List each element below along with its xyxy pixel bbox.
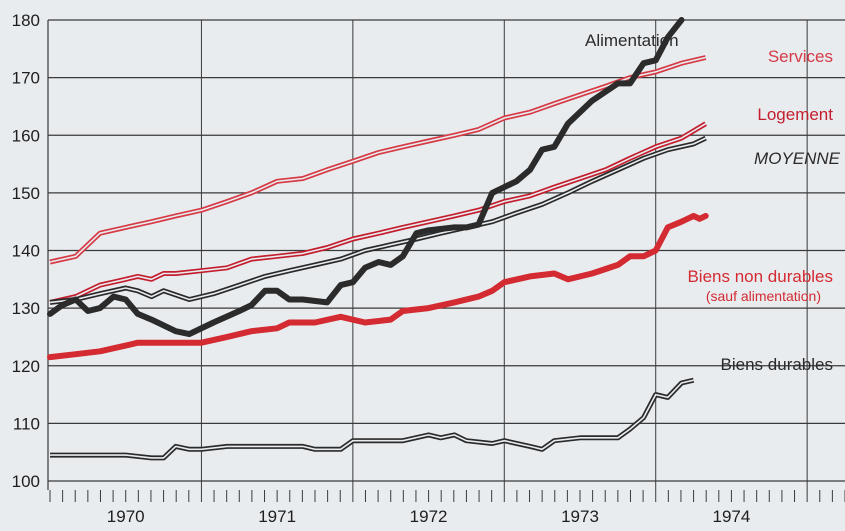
y-tick-label: 180 — [12, 11, 40, 30]
series-line-durables-inner — [50, 379, 694, 459]
series-line-nondurables — [47, 212, 709, 361]
series-line-services-inner — [49, 56, 706, 263]
series-label-logement: Logement — [757, 105, 833, 124]
x-tick-label: 1973 — [561, 507, 599, 526]
series-label-services: Services — [768, 47, 833, 66]
series-lines — [47, 17, 709, 461]
y-tick-label: 150 — [12, 184, 40, 203]
y-axis-ticks: 100 110 120 130 140 150 160 170 180 — [12, 11, 40, 491]
grid — [47, 19, 845, 490]
series-label-durables: Biens durables — [721, 355, 833, 374]
x-tick-label: 1971 — [258, 507, 296, 526]
y-tick-label: 100 — [12, 472, 40, 491]
series-label-moyenne: MOYENNE — [754, 149, 841, 168]
x-tick-label: 1970 — [107, 507, 145, 526]
series-sublabel-nondurables: (sauf alimentation) — [706, 288, 821, 304]
x-tick-label: 1972 — [410, 507, 448, 526]
y-tick-label: 160 — [12, 126, 40, 145]
series-line-alimentation — [47, 17, 685, 338]
x-axis-ticks: 1970 1971 1972 1973 1974 — [107, 507, 751, 526]
y-tick-label: 140 — [12, 242, 40, 261]
x-tick-label: 1974 — [713, 507, 751, 526]
series-label-nondurables: Biens non durables — [687, 267, 833, 286]
y-tick-label: 120 — [12, 357, 40, 376]
series-label-alimentation: Alimentation — [585, 31, 679, 50]
y-tick-label: 130 — [12, 299, 40, 318]
plot-background — [48, 20, 845, 490]
y-tick-label: 110 — [13, 414, 40, 433]
x-axis-minor-ticks — [49, 490, 845, 502]
series-line-logement-inner — [49, 123, 707, 304]
series-line-moyenne-inner — [49, 137, 707, 304]
y-tick-label: 170 — [12, 69, 40, 88]
series-labels: Services Logement MOYENNE Biens non durable… — [585, 31, 841, 374]
